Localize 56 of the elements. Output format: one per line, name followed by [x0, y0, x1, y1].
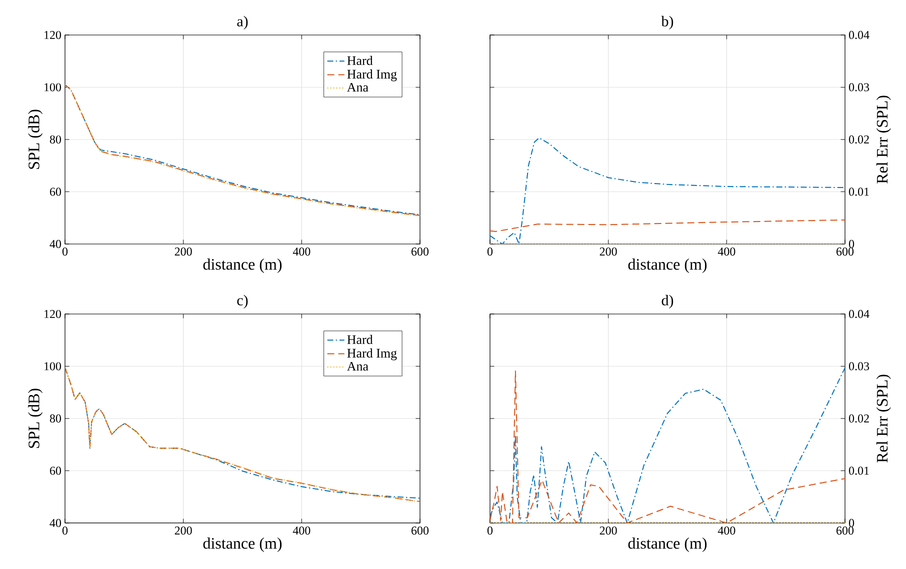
chart-title: d): [662, 294, 674, 308]
x-tick-label: 0: [487, 248, 493, 256]
y-tick-label: 60: [50, 188, 62, 196]
y2-tick-label: 0.01: [848, 466, 869, 475]
x-tick-label: 0: [487, 526, 493, 535]
y2-tick-label: 0.03: [848, 362, 870, 370]
x-axis-title: distance (m): [628, 258, 707, 273]
x-tick-label: 200: [600, 248, 617, 256]
x-tick-label: 400: [718, 248, 736, 256]
x-tick-label: 600: [412, 526, 429, 535]
x-tick-label: 600: [412, 248, 429, 256]
y-tick-label: 120: [44, 310, 62, 318]
legend-label: Hard Img: [347, 348, 397, 360]
y-tick-label: 40: [50, 518, 62, 528]
legend-label: Hard Img: [347, 69, 397, 82]
line-series: [490, 219, 845, 232]
legend-label: Hard: [347, 334, 373, 344]
y2-tick-label: 0.01: [848, 188, 869, 196]
x-axis-title: distance (m): [203, 537, 282, 552]
x-tick-label: 400: [718, 526, 736, 535]
y2-tick-label: 0.03: [848, 83, 870, 92]
x-tick-label: 200: [174, 248, 192, 256]
y2-tick-label: 0.02: [848, 135, 869, 144]
y2-tick-label: 0.04: [848, 30, 870, 40]
y-tick-label: 100: [44, 362, 62, 370]
y-axis-title: SPL (dB): [28, 388, 43, 448]
legend-label: Ana: [346, 362, 368, 371]
y-axis-title: SPL (dB): [28, 110, 43, 169]
line-series: [490, 137, 845, 244]
y2-tick-label: 0.02: [848, 414, 869, 423]
chart-title: c): [237, 294, 248, 308]
y2-axis-title: Rel Err (SPL): [876, 96, 891, 184]
x-tick-label: 400: [292, 248, 310, 256]
x-tick-label: 600: [836, 526, 854, 535]
y2-tick-label: 0.04: [848, 310, 870, 318]
chart-title: a): [237, 16, 248, 30]
y2-axis-title: Rel Err (SPL): [876, 374, 891, 462]
legend-label: Ana: [346, 82, 368, 92]
y2-tick-label: 0: [848, 240, 854, 248]
y-tick-label: 40: [50, 240, 62, 248]
y-tick-label: 80: [50, 135, 62, 144]
x-tick-label: 200: [174, 526, 192, 535]
y-tick-label: 120: [44, 30, 62, 40]
chart-title: b): [661, 16, 674, 30]
y-tick-label: 60: [50, 466, 62, 475]
x-axis-title: distance (m): [203, 258, 282, 273]
y2-tick-label: 0: [848, 518, 854, 528]
y-tick-label: 100: [44, 83, 62, 92]
x-tick-label: 600: [836, 248, 854, 256]
x-axis-title: distance (m): [628, 537, 707, 552]
y-tick-label: 80: [50, 414, 62, 423]
x-tick-label: 400: [292, 526, 310, 535]
legend-label: Hard: [347, 56, 373, 66]
x-tick-label: 200: [600, 526, 617, 535]
x-tick-label: 0: [62, 248, 68, 256]
x-tick-label: 0: [62, 526, 68, 535]
